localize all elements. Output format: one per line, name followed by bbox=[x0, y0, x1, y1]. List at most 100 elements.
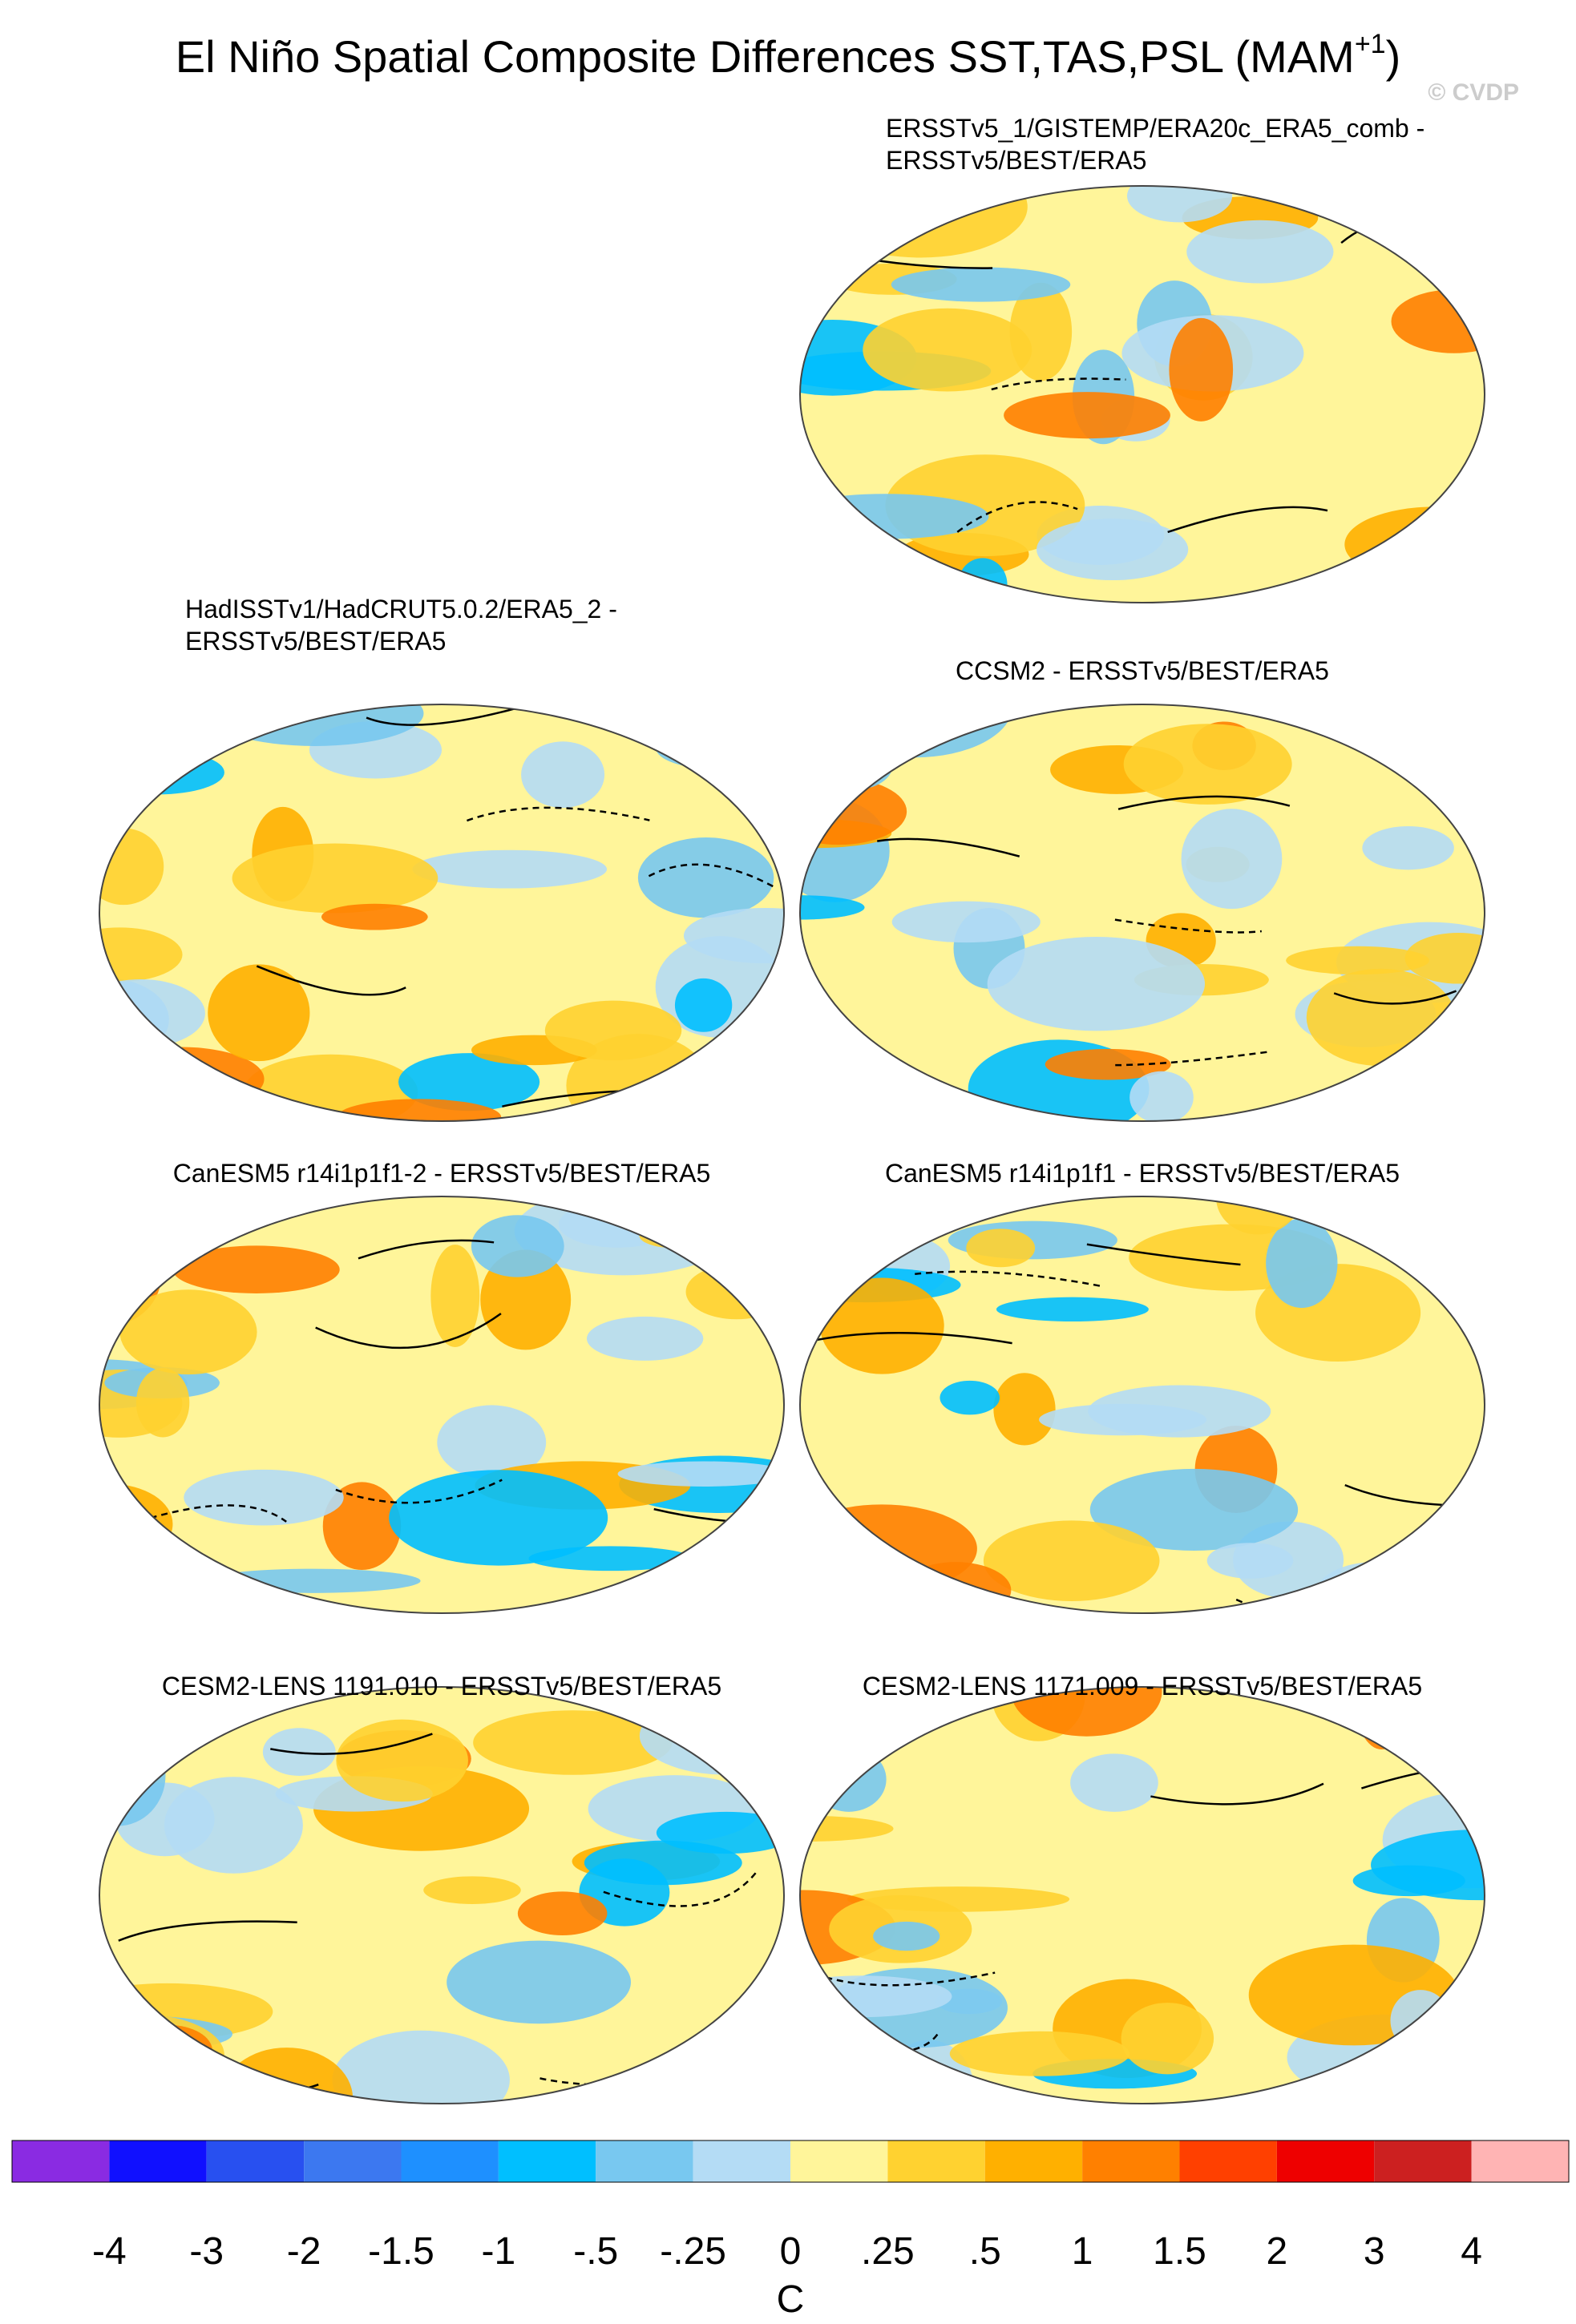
colorbar-box bbox=[984, 2140, 1083, 2182]
anomaly-region bbox=[993, 1373, 1056, 1446]
panel-title: CanESM5 r14i1p1f1-2 - ERSSTv5/BEST/ERA5 bbox=[173, 1159, 711, 1188]
anomaly-region bbox=[853, 575, 980, 603]
anomaly-region bbox=[412, 849, 608, 889]
contour bbox=[1114, 918, 1262, 934]
anomaly-region bbox=[683, 907, 784, 964]
colorbar-box bbox=[1276, 2140, 1375, 2182]
anomaly-region bbox=[899, 1562, 1012, 1613]
anomaly-region bbox=[1362, 825, 1454, 870]
anomaly-region bbox=[473, 1710, 673, 1775]
map-border bbox=[99, 1196, 785, 1614]
anomaly-region bbox=[99, 1483, 173, 1564]
colorbar-label: -.5 bbox=[573, 2230, 618, 2273]
anomaly-region bbox=[1390, 1990, 1451, 2052]
anomaly-region bbox=[337, 1099, 502, 1121]
map-border bbox=[99, 1686, 785, 2104]
anomaly-region bbox=[99, 1725, 166, 1826]
anomaly-region bbox=[1266, 1218, 1338, 1309]
contour bbox=[1150, 1782, 1324, 1806]
map bbox=[800, 186, 1485, 603]
anomaly-region bbox=[1344, 506, 1485, 583]
anomaly-region bbox=[471, 1215, 564, 1277]
anomaly-region bbox=[818, 739, 893, 790]
anomaly-region bbox=[1121, 2003, 1214, 2075]
colorbar-box bbox=[1374, 2140, 1472, 2182]
contour bbox=[358, 1239, 495, 1260]
map bbox=[800, 1687, 1485, 2104]
colorbar-unit: C bbox=[777, 2278, 805, 2321]
anomaly-region bbox=[119, 1289, 257, 1375]
map bbox=[99, 704, 784, 1121]
anomaly-region bbox=[336, 1719, 468, 1802]
panel-title: ERSSTv5/BEST/ERA5 bbox=[185, 627, 446, 656]
anomaly-region bbox=[949, 2031, 1130, 2076]
anomaly-region bbox=[99, 750, 224, 795]
colorbar-label: 2 bbox=[1267, 2230, 1288, 2273]
contour bbox=[270, 1733, 433, 1755]
anomaly-region bbox=[639, 1697, 784, 1775]
colorbar-label: 1 bbox=[1072, 2230, 1093, 2273]
colorbar-box bbox=[887, 2140, 985, 2182]
contour bbox=[816, 1332, 1012, 1345]
anomaly-region bbox=[389, 1470, 608, 1566]
anomaly-region bbox=[1089, 1468, 1299, 1551]
contour bbox=[118, 1920, 297, 1942]
colorbar-label: -1.5 bbox=[368, 2230, 434, 2273]
anomaly-region bbox=[1437, 1196, 1485, 1237]
map bbox=[800, 1196, 1485, 1613]
colorbar-box bbox=[12, 2140, 110, 2182]
contour bbox=[1117, 795, 1291, 810]
colorbar-box bbox=[1082, 2140, 1180, 2182]
anomaly-region bbox=[674, 978, 733, 1032]
anomaly-region bbox=[996, 1297, 1149, 1322]
contour bbox=[1115, 1051, 1268, 1067]
anomaly-region bbox=[639, 1223, 711, 1249]
anomaly-region bbox=[544, 1000, 682, 1061]
colorbar-box bbox=[790, 2140, 888, 2182]
map bbox=[99, 1196, 784, 1613]
anomaly-region bbox=[863, 308, 1032, 392]
anomaly-region bbox=[332, 2030, 510, 2104]
colorbar-box bbox=[109, 2140, 207, 2182]
colorbar-label: -2 bbox=[287, 2230, 321, 2273]
colorbar-box bbox=[1179, 2140, 1277, 2182]
anomaly-region bbox=[115, 708, 197, 757]
contour bbox=[1333, 990, 1457, 1005]
anomaly-region bbox=[447, 1940, 632, 2024]
colorbar-label: 3 bbox=[1364, 2230, 1385, 2273]
panel-title: CESM2-LENS 1191.010 - ERSSTv5/BEST/ERA5 bbox=[162, 1672, 721, 1701]
anomaly-region bbox=[891, 267, 1071, 302]
colorbar-box bbox=[1471, 2140, 1569, 2182]
anomaly-region bbox=[99, 828, 164, 906]
anomaly-region bbox=[1286, 946, 1429, 975]
colorbar-box bbox=[304, 2140, 402, 2182]
anomaly-region bbox=[1368, 1216, 1485, 1246]
contour bbox=[467, 806, 650, 822]
anomaly-region bbox=[517, 1891, 608, 1935]
map-border bbox=[799, 1686, 1485, 2104]
colorbar-label: 4 bbox=[1461, 2230, 1482, 2273]
contour bbox=[128, 1504, 287, 1526]
contour bbox=[315, 1313, 502, 1350]
anomaly-region bbox=[1045, 1048, 1171, 1080]
anomaly-region bbox=[1169, 317, 1234, 422]
anomaly-region bbox=[1181, 809, 1283, 910]
watermark: © CVDP bbox=[1428, 79, 1519, 106]
colorbar-box bbox=[401, 2140, 499, 2182]
anomaly-region bbox=[99, 2014, 224, 2096]
colorbar-label: -.25 bbox=[660, 2230, 726, 2273]
colorbar-box bbox=[498, 2140, 596, 2182]
map-border bbox=[799, 185, 1485, 603]
anomaly-region bbox=[521, 741, 605, 809]
anomaly-region bbox=[135, 1368, 190, 1438]
anomaly-region bbox=[1306, 968, 1456, 1067]
colorbar-label: -3 bbox=[189, 2230, 224, 2273]
anomaly-region bbox=[1391, 289, 1485, 353]
panel-title: CanESM5 r14i1p1f1 - ERSSTv5/BEST/ERA5 bbox=[885, 1159, 1400, 1188]
colorbar-box bbox=[596, 2140, 693, 2182]
anomaly-region bbox=[1004, 392, 1170, 439]
colorbar-box bbox=[693, 2140, 790, 2182]
anomaly-region bbox=[206, 704, 424, 746]
